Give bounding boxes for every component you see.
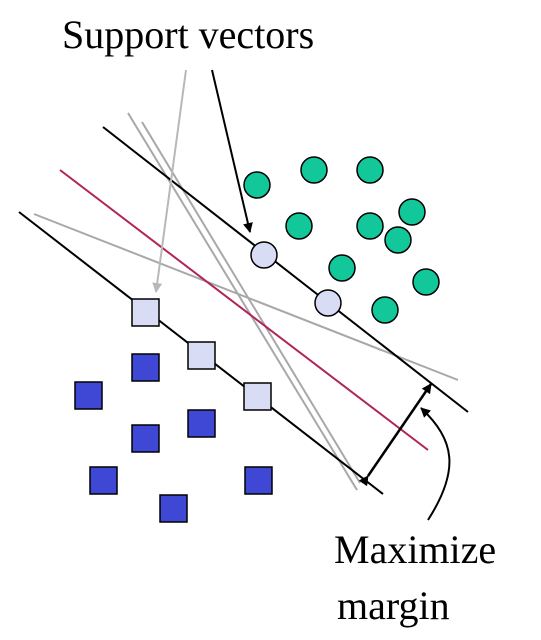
circle-class-point bbox=[300, 156, 328, 184]
support-vector-square bbox=[131, 298, 160, 327]
margin-label: margin bbox=[337, 583, 450, 628]
support-vector-circle bbox=[250, 241, 278, 269]
margin-width-double-arrow bbox=[358, 383, 433, 487]
square-class-point bbox=[187, 409, 216, 438]
support-vector-square bbox=[187, 341, 216, 370]
maximize-label: Maximize bbox=[334, 527, 497, 572]
square-class-point bbox=[89, 466, 118, 495]
square-class-point bbox=[159, 494, 188, 523]
margin-boundary-upper bbox=[102, 126, 469, 413]
support-vector-pointer-arrow-black bbox=[211, 69, 253, 233]
alternative-separator-steep-2 bbox=[141, 121, 361, 484]
circle-class-point bbox=[328, 254, 356, 282]
support-vector-pointer-arrow-gray bbox=[152, 69, 187, 293]
square-class-point bbox=[244, 466, 273, 495]
support-vector-circle bbox=[314, 289, 342, 317]
circle-class-point bbox=[412, 268, 440, 296]
circle-class-point bbox=[398, 198, 426, 226]
circle-class-point bbox=[285, 212, 313, 240]
circle-class-point bbox=[356, 156, 384, 184]
square-class-point bbox=[131, 424, 160, 453]
support-vector-square bbox=[243, 382, 272, 411]
square-class-point bbox=[74, 381, 103, 410]
circle-class-point bbox=[356, 212, 384, 240]
maximize-margin-pointer-arrow bbox=[420, 407, 451, 521]
alternative-separator-shallow bbox=[33, 213, 459, 381]
circle-class-point bbox=[384, 226, 412, 254]
circle-class-point bbox=[243, 171, 271, 199]
support-vectors-label: Support vectors bbox=[62, 12, 315, 57]
circle-class-point bbox=[371, 296, 399, 324]
square-class-point bbox=[131, 353, 160, 382]
